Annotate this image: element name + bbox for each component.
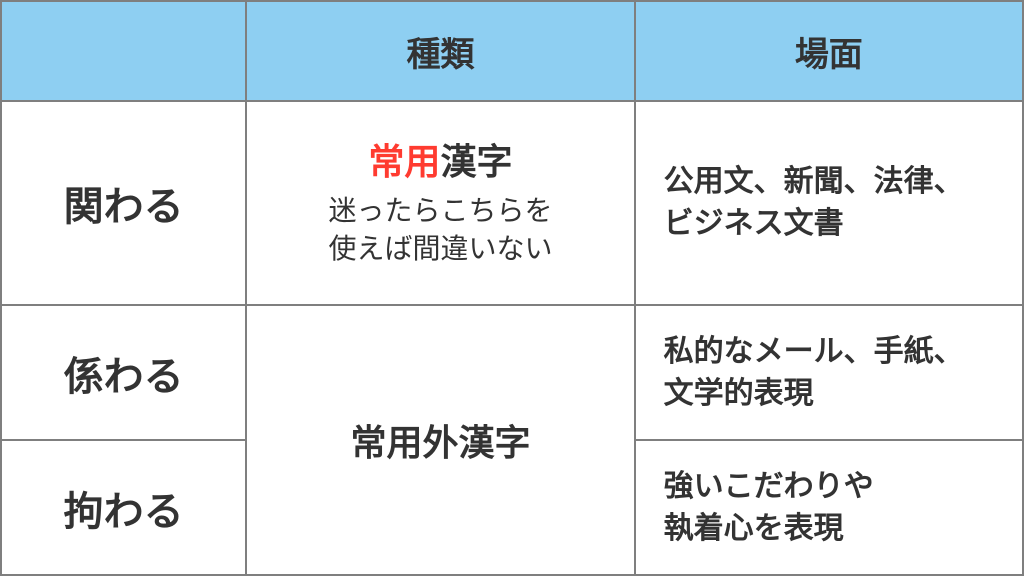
type-cell-0: 常用漢字 迷ったらこちらを 使えば間違いない bbox=[246, 101, 634, 305]
usage-1-line2: 文学的表現 bbox=[664, 377, 814, 410]
table-row: 関わる 常用漢字 迷ったらこちらを 使えば間違いない 公用文、新聞、法律、 ビジ… bbox=[1, 101, 1023, 305]
type-sub-0: 迷ったらこちらを 使えば間違いない bbox=[247, 192, 633, 268]
type-rest-0: 漢字 bbox=[440, 141, 512, 182]
row-label-0: 関わる bbox=[1, 101, 246, 305]
usage-cell-0: 公用文、新聞、法律、 ビジネス文書 bbox=[635, 101, 1023, 305]
type-sub-0-line1: 迷ったらこちらを bbox=[328, 195, 552, 226]
header-label bbox=[1, 1, 246, 101]
type-sub-0-line2: 使えば間違いない bbox=[328, 233, 552, 264]
usage-cell-1: 私的なメール、手紙、 文学的表現 bbox=[635, 305, 1023, 440]
usage-0-line1: 公用文、新聞、法律、 bbox=[664, 165, 964, 198]
row-label-1: 係わる bbox=[1, 305, 246, 440]
usage-cell-2: 強いこだわりや 執着心を表現 bbox=[635, 440, 1023, 575]
usage-0-line2: ビジネス文書 bbox=[664, 207, 844, 240]
row-label-2: 拘わる bbox=[1, 440, 246, 575]
type-cell-merged: 常用外漢字 bbox=[246, 305, 634, 575]
header-usage: 場面 bbox=[635, 1, 1023, 101]
usage-2-line2: 執着心を表現 bbox=[664, 512, 844, 545]
header-type: 種類 bbox=[246, 1, 634, 101]
usage-2-line1: 強いこだわりや bbox=[664, 470, 874, 503]
usage-1-line1: 私的なメール、手紙、 bbox=[664, 335, 964, 368]
table-row: 係わる 常用外漢字 私的なメール、手紙、 文学的表現 bbox=[1, 305, 1023, 440]
kanji-usage-table: 種類 場面 関わる 常用漢字 迷ったらこちらを 使えば間違いない 公用文、新聞、… bbox=[0, 0, 1024, 576]
type-main-0: 常用漢字 bbox=[247, 139, 633, 186]
header-row: 種類 場面 bbox=[1, 1, 1023, 101]
type-highlight-0: 常用 bbox=[368, 141, 440, 182]
